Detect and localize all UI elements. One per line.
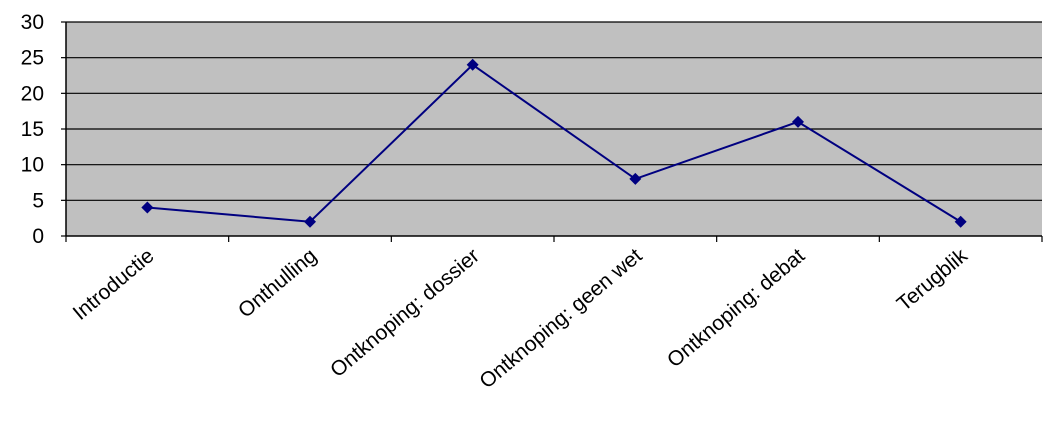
x-category-label: Onthulling	[234, 244, 321, 322]
data-point	[466, 58, 479, 71]
data-point	[792, 115, 804, 128]
data-point	[304, 215, 316, 228]
data-point	[954, 215, 967, 228]
y-tick-label: 5	[32, 189, 44, 212]
data-point	[629, 172, 642, 185]
y-tick-label: 10	[21, 154, 44, 177]
x-category-label: Ontknoping: geen wet	[475, 244, 646, 393]
x-category-label: Ontknoping: dossier	[326, 244, 484, 382]
y-tick-label: 25	[21, 47, 44, 70]
y-tick-label: 0	[32, 225, 44, 248]
x-category-label: Terugblik	[893, 244, 973, 316]
x-category-label: Ontknoping: debat	[663, 244, 809, 372]
y-tick-label: 20	[21, 82, 44, 105]
y-tick-label: 30	[21, 11, 44, 34]
data-point	[141, 201, 154, 214]
y-tick-label: 15	[21, 118, 44, 141]
series-line	[147, 63, 962, 223]
x-category-label: Introductie	[69, 244, 159, 325]
